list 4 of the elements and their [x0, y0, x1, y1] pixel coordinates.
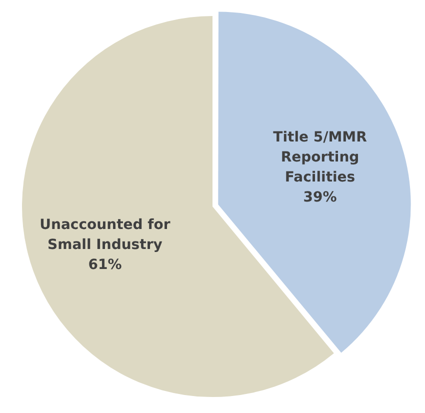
slice-label: Unaccounted for Small Industry: [40, 216, 170, 253]
data-label: 61%: [88, 256, 122, 273]
data-label: 39%: [303, 189, 337, 206]
slice-label: Title 5/MMR Reporting Facilities: [273, 129, 368, 186]
